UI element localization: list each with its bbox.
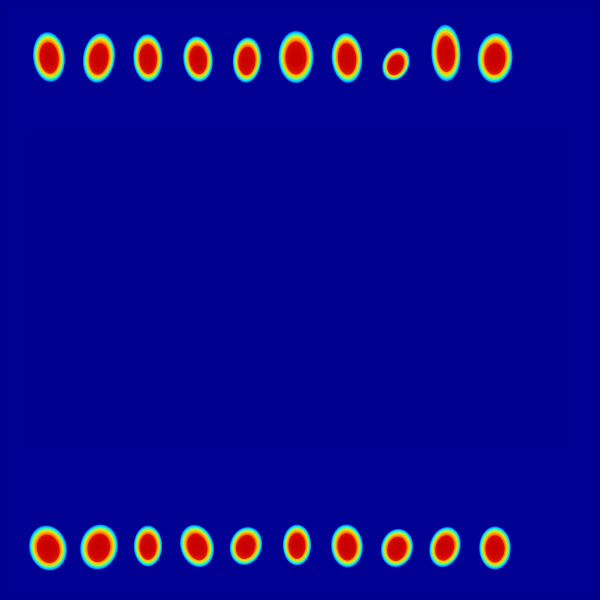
blob-layer xyxy=(28,24,514,571)
top-row-heat-core-6 xyxy=(285,41,307,75)
bottom-row-heat-core-4 xyxy=(187,533,208,561)
bottom-row-heat-core-5 xyxy=(235,534,256,559)
top-row-heat-core-4 xyxy=(189,45,208,75)
top-row-heat-core-9 xyxy=(437,36,455,72)
bottom-row-heat-core-3 xyxy=(139,534,157,560)
bottom-row-heat-core-9 xyxy=(435,535,455,561)
background-inner-tone xyxy=(8,8,592,592)
bottom-row-heat-core-10 xyxy=(485,535,505,563)
top-row-heat-core-8 xyxy=(387,54,404,76)
bottom-row-heat-core-8 xyxy=(387,536,407,562)
bottom-row-heat-core-1 xyxy=(36,534,60,564)
bottom-row-heat-core-7 xyxy=(337,533,357,561)
top-row-heat-core-3 xyxy=(139,43,157,75)
top-row-heat-core-10 xyxy=(484,43,506,75)
top-row-heat-core-5 xyxy=(238,46,256,76)
background-center-panel xyxy=(28,132,568,450)
bottom-row-heat-core-2 xyxy=(87,533,111,563)
top-row-heat-core-2 xyxy=(89,43,109,75)
top-row-heat-core-1 xyxy=(39,42,59,74)
top-row-heat-core-7 xyxy=(337,43,357,75)
bottom-row-heat-core-6 xyxy=(288,533,306,559)
